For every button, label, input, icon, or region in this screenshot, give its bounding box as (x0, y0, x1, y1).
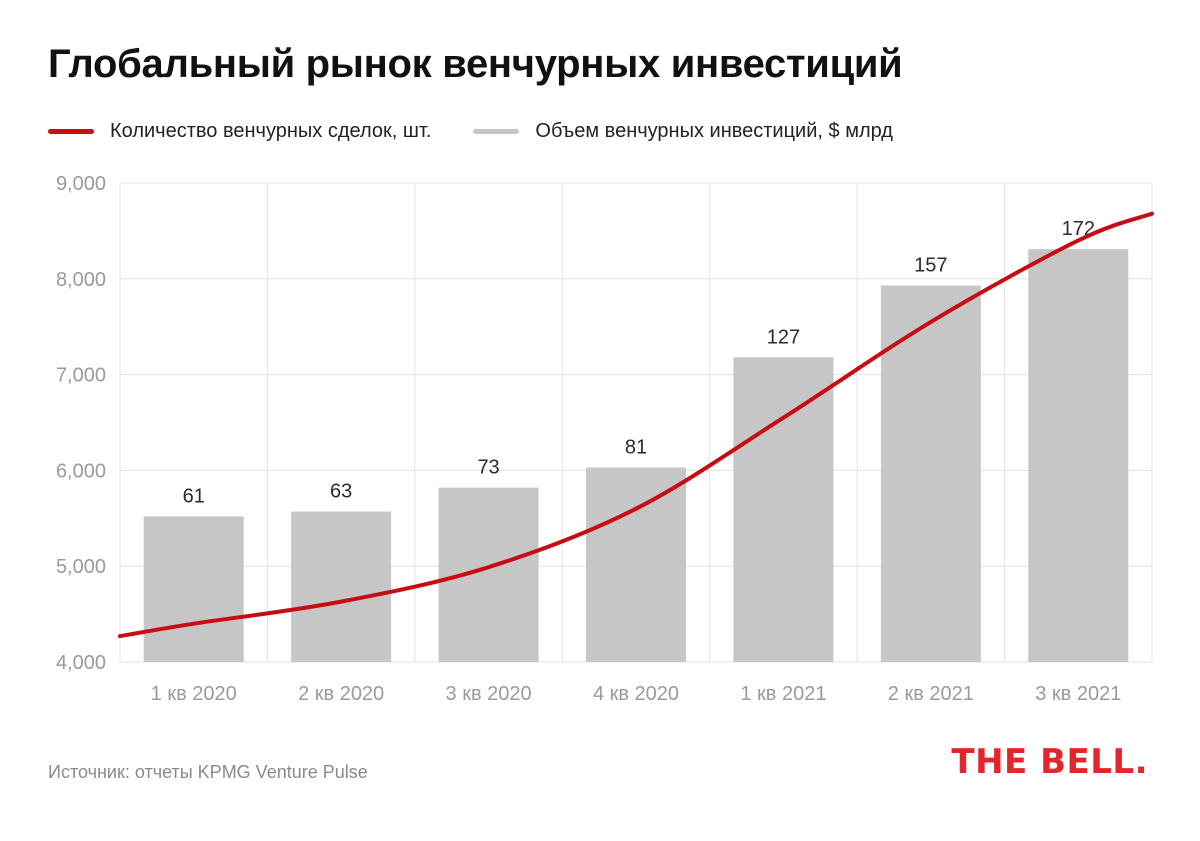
y-tick-label: 8,000 (56, 269, 106, 291)
bar-data-label: 157 (914, 255, 947, 277)
x-tick-label: 3 кв 2021 (1035, 683, 1121, 705)
bar-data-label: 63 (330, 481, 352, 503)
x-tick-label: 1 кв 2021 (740, 683, 826, 705)
x-tick-label: 2 кв 2021 (888, 683, 974, 705)
x-tick-label: 1 кв 2020 (151, 683, 237, 705)
source-note: Источник: отчеты KPMG Venture Pulse (48, 762, 368, 782)
bar (438, 487, 539, 662)
legend-label-volume: Объем венчурных инвестиций, $ млрд (535, 120, 893, 142)
x-tick-label: 4 кв 2020 (593, 683, 679, 705)
bar-data-label: 61 (183, 485, 205, 507)
bar (1028, 249, 1129, 663)
bar (733, 357, 834, 662)
legend-label-deals: Количество венчурных сделок, шт. (110, 120, 432, 142)
bar (143, 516, 244, 662)
bar-data-label: 73 (477, 457, 499, 479)
legend-swatch-line (48, 129, 94, 134)
bar (291, 511, 392, 662)
y-tick-label: 6,000 (56, 460, 106, 482)
y-tick-label: 7,000 (56, 365, 106, 387)
chart-title: Глобальный рынок венчурных инвестиций (48, 42, 903, 86)
bar-data-label: 81 (625, 437, 647, 459)
series-line-deals (118, 211, 1154, 639)
y-tick-label: 9,000 (56, 173, 106, 195)
legend: Количество венчурных сделок, шт. Объем в… (48, 120, 935, 143)
bar (880, 285, 981, 662)
y-tick-label: 4,000 (56, 652, 106, 674)
bar (586, 467, 686, 662)
legend-item-volume: Объем венчурных инвестиций, $ млрд (473, 120, 893, 143)
x-tick-label: 3 кв 2020 (446, 683, 532, 705)
legend-swatch-bar (473, 129, 520, 134)
y-tick-label: 5,000 (56, 556, 106, 578)
bar-data-label: 127 (767, 326, 800, 348)
legend-item-deals: Количество венчурных сделок, шт. (48, 120, 431, 143)
brand-logo: THE BELL. (951, 742, 1148, 782)
x-tick-label: 2 кв 2020 (298, 683, 384, 705)
